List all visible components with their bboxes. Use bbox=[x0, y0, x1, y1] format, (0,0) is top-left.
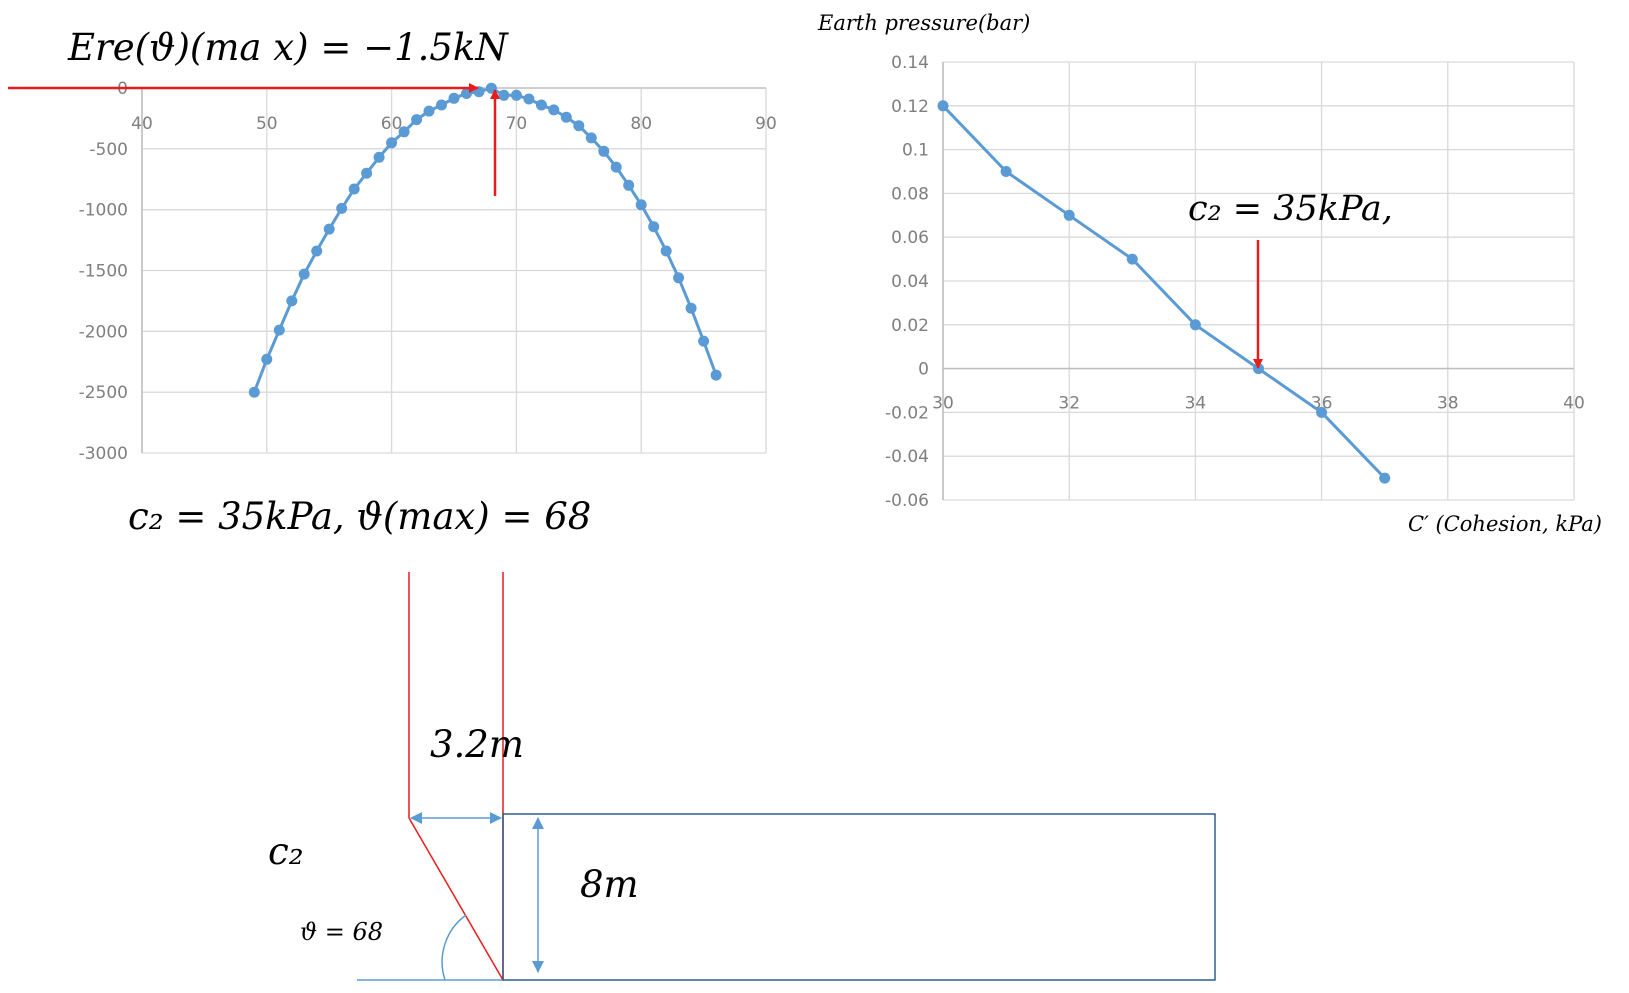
slip-plane-line bbox=[408, 817, 504, 981]
ere-max-annotation: Ere(ϑ)(ma x) = −1.5kN bbox=[67, 26, 509, 69]
chart1-data-point bbox=[348, 183, 360, 195]
chart1-data-point bbox=[698, 335, 710, 347]
chart2-y-tick: -0.04 bbox=[885, 447, 929, 467]
chart2-y-tick: 0.06 bbox=[891, 228, 929, 248]
chart2-data-point bbox=[1000, 166, 1012, 177]
c2-theta-annotation: c₂ = 35kPa, ϑ(max) = 68 bbox=[128, 495, 591, 538]
wedge-diagram: 3.2m 8m c₂ ϑ = 68 bbox=[268, 572, 1216, 981]
chart1-x-tick: 70 bbox=[506, 114, 528, 134]
chart1-data-point bbox=[286, 295, 298, 307]
chart1-data-point bbox=[461, 88, 472, 99]
chart1-y-tick: -2500 bbox=[79, 383, 128, 403]
chart2-x-tick: 38 bbox=[1437, 394, 1459, 414]
chart2-data-point bbox=[1189, 319, 1201, 331]
chart1-data-point bbox=[436, 99, 447, 111]
height-label: 8m bbox=[580, 863, 639, 906]
chart1-y-tick: -3000 bbox=[79, 444, 128, 464]
chart1-x-tick: 40 bbox=[131, 114, 153, 134]
chart1-data-point bbox=[448, 92, 460, 104]
chart2-y-tick: 0.14 bbox=[891, 53, 929, 73]
chart2-data-point bbox=[937, 100, 949, 112]
c2-label: c₂ bbox=[268, 830, 304, 873]
width-label: 3.2m bbox=[430, 723, 524, 766]
chart1-data-point bbox=[635, 199, 647, 211]
chart2-y-tick: 0.08 bbox=[891, 184, 929, 204]
chart1-data-point bbox=[560, 111, 572, 123]
soil-block bbox=[502, 813, 1216, 981]
c2-right-annotation: c₂ = 35kPa, bbox=[1188, 189, 1393, 229]
chart1-data-point bbox=[323, 223, 335, 235]
ere-vs-theta-chart: 4050607080900-500-1000-1500-2000-2500-30… bbox=[79, 79, 777, 464]
chart1-data-point bbox=[248, 386, 260, 398]
chart2-data-point bbox=[1126, 253, 1138, 265]
earth-pressure-vs-cohesion-chart: 30 32 34 36 38 400.140.120.10.080.060.040.020… bbox=[885, 53, 1585, 511]
chart1-data-point bbox=[573, 120, 585, 132]
chart1-data-point bbox=[386, 137, 398, 149]
chart2-x-tick: 40 bbox=[1563, 394, 1585, 414]
theta-label: ϑ = 68 bbox=[300, 918, 383, 946]
chart2-y-tick: 0.12 bbox=[891, 97, 929, 117]
chart1-x-tick: 90 bbox=[755, 114, 777, 134]
chart1-data-point bbox=[710, 369, 722, 381]
chart1-data-point bbox=[660, 245, 672, 257]
chart1-data-point bbox=[373, 151, 385, 163]
chart1-x-tick: 60 bbox=[381, 114, 403, 134]
chart1-data-point bbox=[648, 221, 660, 233]
chart1-data-point bbox=[510, 89, 522, 101]
chart1-y-tick: -2000 bbox=[79, 322, 128, 342]
chart1-y-tick: -500 bbox=[89, 140, 128, 160]
chart2-y-tick: 0.02 bbox=[891, 316, 929, 336]
chart2-y-tick: 0 bbox=[918, 360, 929, 380]
chart1-data-point bbox=[311, 245, 323, 257]
chart1-data-point bbox=[523, 93, 535, 105]
chart1-data-point bbox=[535, 99, 547, 111]
chart2-data-point bbox=[1316, 406, 1328, 418]
chart1-data-point bbox=[361, 167, 373, 179]
chart2-series-line bbox=[941, 104, 1386, 480]
chart2-y-tick: -0.06 bbox=[885, 491, 929, 511]
chart2-x-tick: 32 bbox=[1058, 394, 1080, 414]
chart1-data-point bbox=[261, 353, 273, 365]
chart2-y-tick: -0.02 bbox=[885, 403, 929, 423]
chart1-data-point bbox=[423, 105, 435, 117]
chart1-tick-labels: 4050607080900-500-1000-1500-2000-2500-30… bbox=[79, 79, 777, 464]
chart2-y-tick: 0.1 bbox=[902, 141, 929, 161]
chart1-data-point bbox=[498, 89, 510, 101]
chart1-data-point bbox=[585, 132, 597, 144]
chart1-data-point bbox=[623, 179, 635, 191]
chart2-y-tick: 0.04 bbox=[891, 272, 929, 292]
chart1-data-point bbox=[685, 302, 697, 314]
chart1-data-point bbox=[398, 126, 410, 138]
chart1-data-point bbox=[273, 324, 285, 336]
chart2-x-tick: 34 bbox=[1185, 394, 1207, 414]
chart2-tick-labels: 30 32 34 36 38 400.140.120.10.080.060.040.020… bbox=[885, 53, 1585, 511]
theta-angle-arc bbox=[441, 914, 467, 981]
chart2-data-point bbox=[1063, 209, 1075, 221]
chart1-points bbox=[248, 82, 722, 398]
chart1-data-point bbox=[336, 202, 348, 214]
chart1-data-point bbox=[598, 145, 610, 157]
chart1-y-tick: -1500 bbox=[79, 262, 128, 282]
chart1-data-point bbox=[610, 161, 622, 173]
chart1-data-point bbox=[298, 268, 310, 280]
chart1-x-tick: 80 bbox=[630, 114, 652, 134]
chart2-x-axis-label: C′ (Cohesion, kPa) bbox=[1408, 512, 1602, 536]
chart2-x-tick: 30 bbox=[932, 394, 954, 414]
chart1-data-point bbox=[411, 114, 423, 126]
chart1-y-tick: -1000 bbox=[79, 201, 128, 221]
chart1-data-point bbox=[548, 104, 560, 116]
chart1-data-point bbox=[673, 272, 685, 284]
chart2-y-axis-label: Earth pressure(bar) bbox=[817, 11, 1030, 35]
chart1-x-tick: 50 bbox=[256, 114, 278, 134]
chart2-data-point bbox=[1379, 472, 1391, 484]
chart1-grid bbox=[141, 87, 767, 454]
